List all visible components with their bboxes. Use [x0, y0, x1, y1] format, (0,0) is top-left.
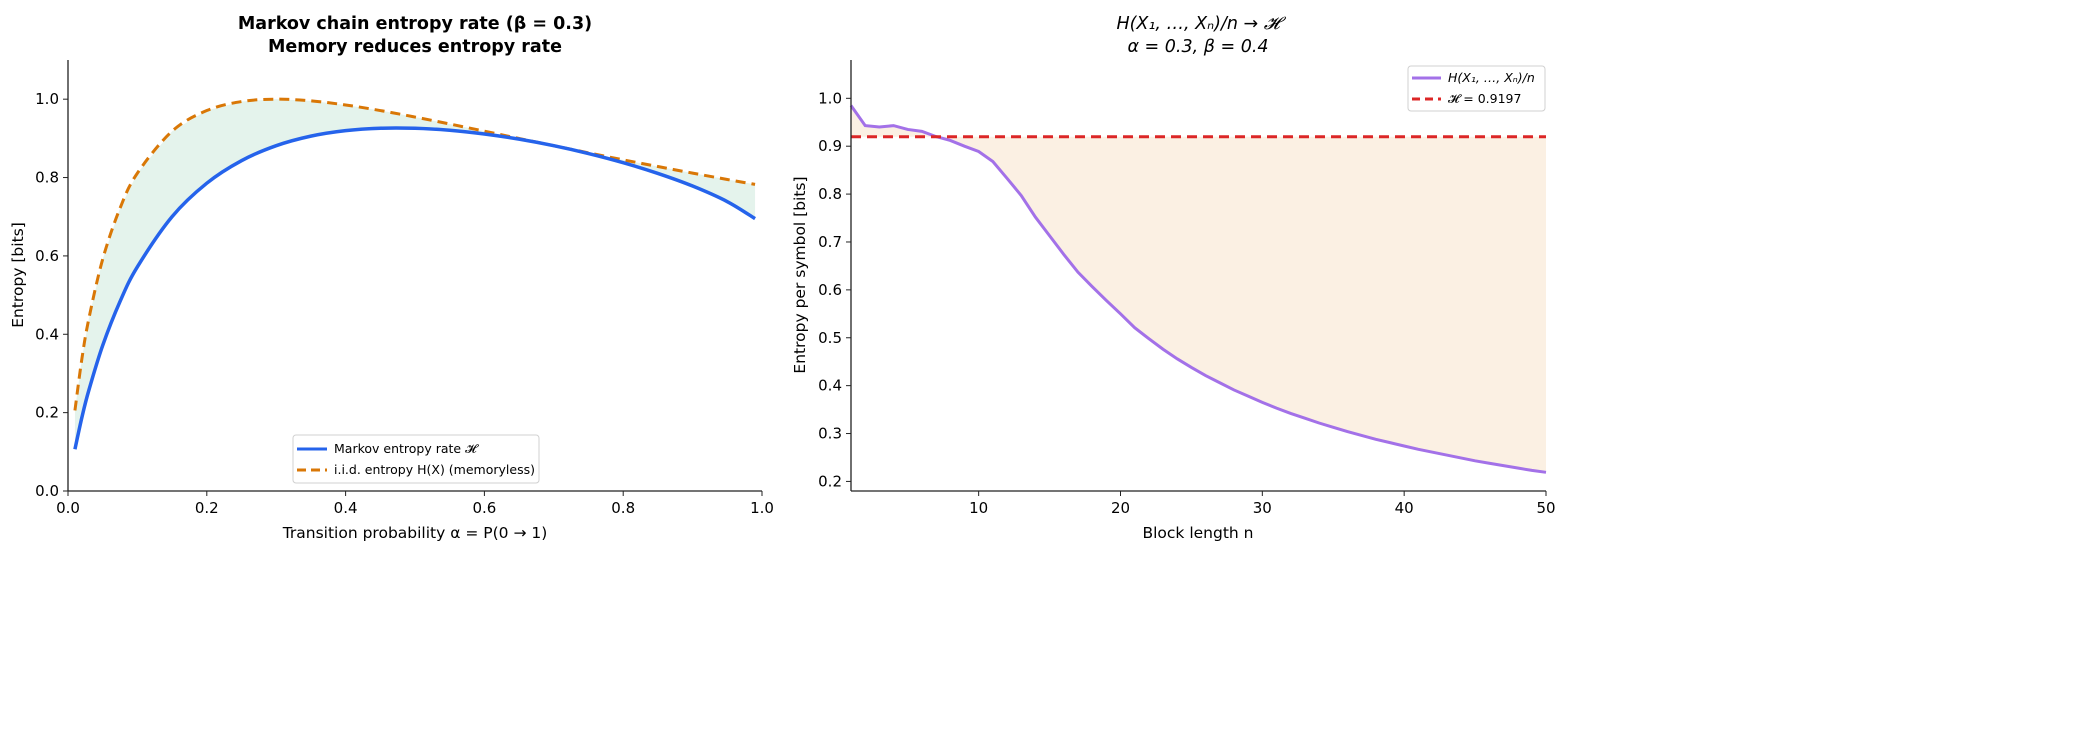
fill-between-area	[74, 99, 756, 450]
y-tick-label: 0.2	[818, 472, 842, 490]
y-tick-label: 0.8	[35, 169, 59, 187]
right-chart-title: H(X₁, …, Xₙ)/n → 𝓗	[1116, 14, 1286, 34]
right-y-axis-label: Entropy per symbol [bits]	[791, 176, 809, 373]
legend-label-markov: Markov entropy rate 𝓗	[334, 441, 480, 456]
right-x-axis-label: Block length n	[1142, 524, 1253, 542]
x-tick-label: 1.0	[750, 499, 774, 517]
x-tick-label: 20	[1111, 499, 1130, 517]
left-x-axis-label: Transition probability α = P(0 → 1)	[282, 524, 548, 542]
y-tick-label: 0.3	[818, 425, 842, 443]
right-legend: H(X₁, …, Xₙ)/n 𝓗 = 0.9197	[1407, 65, 1546, 112]
left-chart-title: Markov chain entropy rate (β = 0.3)	[238, 14, 592, 34]
iid-entropy-line	[73, 97, 756, 411]
x-tick-label: 0.8	[611, 499, 635, 517]
y-tick-label: 0.0	[35, 482, 59, 500]
x-tick-label: 40	[1395, 499, 1414, 517]
legend-label-entropy-rate: 𝓗 = 0.9197	[1448, 91, 1521, 106]
fill-between-area	[851, 105, 1546, 473]
x-tick-label: 50	[1536, 499, 1555, 517]
x-tick-label: 0.4	[334, 499, 358, 517]
y-tick-label: 0.2	[35, 404, 59, 422]
left-legend: Markov entropy rate 𝓗 i.i.d. entropy H(X…	[292, 434, 540, 484]
x-tick-label: 10	[969, 499, 988, 517]
left-y-axis-label: Entropy [bits]	[9, 222, 27, 328]
y-tick-label: 0.6	[818, 281, 842, 299]
x-tick-label: 30	[1253, 499, 1272, 517]
y-tick-label: 0.4	[818, 377, 842, 395]
left-chart: Markov chain entropy rate (β = 0.3) Memo…	[9, 14, 774, 542]
y-tick-label: 1.0	[35, 90, 59, 108]
y-tick-label: 0.5	[818, 329, 842, 347]
markov-entropy-line	[73, 126, 756, 450]
left-chart-subtitle: Memory reduces entropy rate	[268, 37, 562, 57]
y-tick-label: 0.7	[818, 233, 842, 251]
right-chart-subtitle: α = 0.3, β = 0.4	[1127, 37, 1268, 57]
x-tick-label: 0.2	[195, 499, 219, 517]
block-entropy-line	[849, 104, 1547, 474]
y-tick-label: 0.9	[818, 137, 842, 155]
y-tick-label: 1.0	[818, 89, 842, 107]
x-tick-label: 0.0	[56, 499, 80, 517]
y-tick-label: 0.4	[35, 325, 59, 343]
y-tick-label: 0.8	[818, 185, 842, 203]
y-tick-label: 0.6	[35, 247, 59, 265]
right-chart: H(X₁, …, Xₙ)/n → 𝓗 α = 0.3, β = 0.4 10 20…	[791, 14, 1556, 542]
x-tick-label: 0.6	[472, 499, 496, 517]
legend-label-iid: i.i.d. entropy H(X) (memoryless)	[334, 462, 535, 477]
legend-label-block-entropy: H(X₁, …, Xₙ)/n	[1448, 70, 1535, 85]
